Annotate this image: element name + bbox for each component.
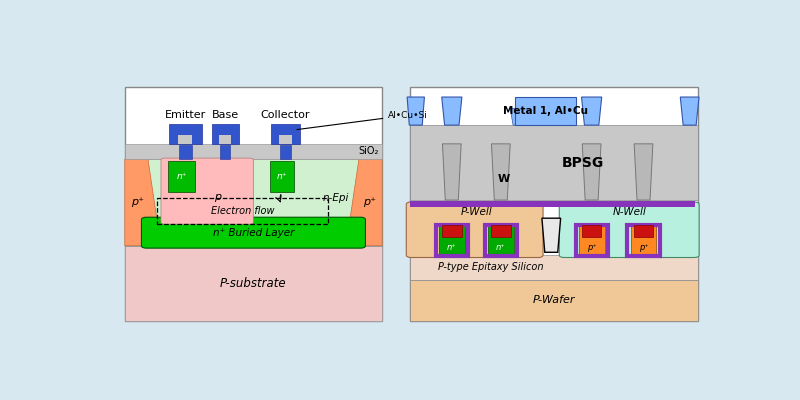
Bar: [178, 135, 192, 144]
Text: BPSG: BPSG: [562, 156, 604, 170]
Text: P-Well: P-Well: [461, 207, 492, 217]
Text: SiO₂: SiO₂: [358, 146, 379, 156]
Bar: [410, 86, 698, 320]
Polygon shape: [582, 144, 601, 200]
Bar: [491, 225, 510, 237]
Polygon shape: [542, 218, 561, 252]
Bar: [220, 145, 230, 159]
Polygon shape: [407, 97, 425, 125]
Text: W: W: [498, 174, 510, 184]
Bar: [582, 225, 602, 237]
Text: N-Well: N-Well: [613, 207, 646, 217]
Text: p: p: [214, 192, 221, 202]
FancyBboxPatch shape: [142, 217, 366, 248]
Polygon shape: [510, 108, 526, 125]
Text: p⁺: p⁺: [131, 197, 144, 207]
Bar: [219, 135, 231, 144]
Bar: [485, 225, 517, 256]
Polygon shape: [442, 144, 461, 200]
Bar: [271, 124, 301, 144]
Bar: [436, 225, 468, 256]
Bar: [212, 124, 238, 144]
Text: Emitter: Emitter: [165, 110, 206, 120]
Text: Base: Base: [211, 110, 238, 120]
Text: P-type Epitaxy Silicon: P-type Epitaxy Silicon: [438, 262, 543, 272]
Polygon shape: [491, 144, 510, 200]
Text: p⁺: p⁺: [363, 197, 376, 207]
Text: n⁺ Buried Layer: n⁺ Buried Layer: [213, 228, 294, 238]
Bar: [157, 198, 328, 224]
Bar: [168, 161, 195, 192]
Bar: [410, 200, 562, 207]
Text: P-substrate: P-substrate: [220, 277, 286, 290]
Polygon shape: [346, 159, 382, 246]
Bar: [627, 225, 659, 256]
Text: Electron flow: Electron flow: [211, 206, 274, 216]
Bar: [442, 225, 462, 237]
Bar: [125, 159, 382, 246]
FancyBboxPatch shape: [559, 202, 699, 258]
Bar: [634, 225, 654, 237]
Bar: [575, 225, 608, 256]
Bar: [410, 280, 698, 320]
Bar: [179, 145, 192, 159]
Bar: [169, 124, 202, 144]
Text: P-Wafer: P-Wafer: [533, 295, 575, 305]
Polygon shape: [125, 159, 161, 246]
Bar: [280, 145, 291, 159]
Bar: [125, 144, 382, 159]
Polygon shape: [680, 97, 699, 125]
Text: n⁺: n⁺: [277, 172, 287, 181]
Bar: [270, 161, 294, 192]
Bar: [558, 200, 695, 207]
Text: p⁺: p⁺: [638, 243, 648, 252]
Text: Al•Cu•Si: Al•Cu•Si: [297, 111, 428, 130]
Bar: [279, 135, 292, 144]
Bar: [125, 246, 382, 320]
Bar: [488, 225, 514, 255]
Bar: [578, 225, 605, 255]
Bar: [515, 97, 576, 125]
Bar: [630, 225, 657, 255]
Bar: [439, 225, 465, 255]
Text: n⁺: n⁺: [177, 172, 187, 181]
Text: Metal 1, Al•Cu: Metal 1, Al•Cu: [503, 106, 588, 116]
FancyBboxPatch shape: [406, 202, 543, 258]
Text: p⁺: p⁺: [586, 243, 597, 252]
Polygon shape: [582, 97, 602, 125]
FancyBboxPatch shape: [161, 158, 254, 224]
Bar: [410, 125, 698, 200]
Polygon shape: [442, 97, 462, 125]
Text: n⁺: n⁺: [496, 243, 506, 252]
Bar: [410, 255, 698, 280]
Bar: [125, 86, 382, 320]
Polygon shape: [634, 144, 653, 200]
Text: Collector: Collector: [261, 110, 310, 120]
Text: n⁺: n⁺: [447, 243, 457, 252]
Text: n-Epi: n-Epi: [322, 193, 349, 203]
